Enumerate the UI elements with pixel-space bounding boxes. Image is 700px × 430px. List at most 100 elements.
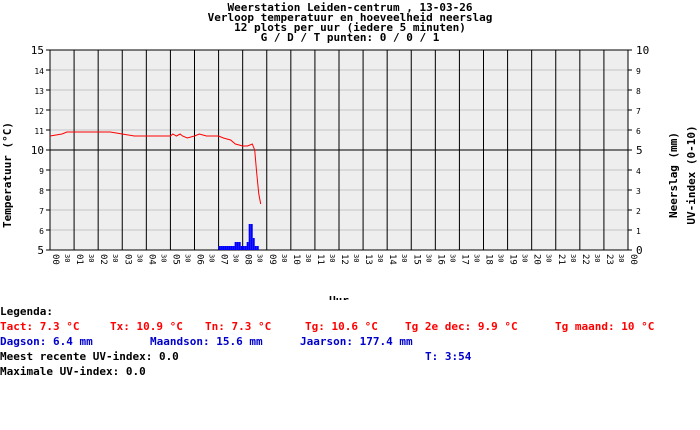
y-tick-label-right: 3 xyxy=(636,187,641,196)
x-tick-label: 23 xyxy=(604,254,614,265)
x-half-tick-label: 30 xyxy=(280,254,288,262)
x-tick-label: 00 xyxy=(50,254,60,265)
x-half-tick-label: 30 xyxy=(472,254,480,262)
rain-bar xyxy=(244,246,247,250)
x-half-tick-label: 30 xyxy=(256,254,264,262)
x-half-tick-label: 30 xyxy=(448,254,456,262)
y-tick-label-left: 8 xyxy=(39,187,44,196)
y-tick-label-left: 14 xyxy=(34,67,44,76)
x-half-tick-label: 30 xyxy=(111,254,119,262)
y-tick-label-right: 5 xyxy=(636,144,643,157)
temperature-line xyxy=(49,131,262,205)
x-tick-label: 17 xyxy=(459,254,469,265)
rain-bar xyxy=(238,242,241,250)
x-half-tick-label: 30 xyxy=(569,254,577,262)
y-tick-label-right: 8 xyxy=(636,87,641,96)
rain-bar xyxy=(220,246,223,250)
x-tick-label: 01 xyxy=(74,254,84,265)
y-tick-label-left: 12 xyxy=(34,107,44,116)
rain-bar xyxy=(248,224,251,250)
y-tick-label-left: 10 xyxy=(31,144,44,157)
rain-bar xyxy=(252,238,255,250)
rain-bar xyxy=(230,246,233,250)
legend-heading: Legenda: xyxy=(0,305,53,318)
x-half-tick-label: 30 xyxy=(545,254,553,262)
y-tick-label-right: 2 xyxy=(636,207,641,216)
x-half-tick-label: 30 xyxy=(376,254,384,262)
x-half-tick-label: 30 xyxy=(183,254,191,262)
x-half-tick-label: 30 xyxy=(135,254,143,262)
x-axis-label: Uur xyxy=(329,294,349,300)
legend-maandsom: Maandson: 15.6 mm xyxy=(150,335,263,348)
x-tick-label: 00 xyxy=(628,254,638,265)
x-half-tick-label: 30 xyxy=(521,254,529,262)
x-tick-label: 04 xyxy=(146,254,156,265)
x-tick-label: 10 xyxy=(291,254,301,265)
x-tick-label: 09 xyxy=(267,254,277,265)
x-tick-label: 19 xyxy=(508,254,518,265)
legend-dagsom: Dagson: 6.4 mm xyxy=(0,335,93,348)
rain-bar xyxy=(256,246,259,250)
rain-bar xyxy=(250,224,253,250)
x-tick-label: 14 xyxy=(387,254,397,265)
y-tick-label-right: 9 xyxy=(636,67,641,76)
legend-tg-2e-dec: Tg 2e dec: 9.9 °C xyxy=(405,320,518,333)
legend-uv-max: Maximale UV-index: 0.0 xyxy=(0,365,146,378)
x-tick-label: 07 xyxy=(219,254,229,265)
x-half-tick-label: 30 xyxy=(400,254,408,262)
y-axis-label-left: Temperatuur (°C) xyxy=(1,122,14,228)
y-axis-label-right-uv: UV-index (0-10) xyxy=(685,125,698,224)
x-tick-label: 13 xyxy=(363,254,373,265)
legend-jaarsom: Jaarson: 177.4 mm xyxy=(300,335,413,348)
y-tick-label-left: 9 xyxy=(39,167,44,176)
legend-tn: Tn: 7.3 °C xyxy=(205,320,272,333)
rain-bar xyxy=(254,246,257,250)
rain-bar xyxy=(240,246,243,250)
chart-title-1: Weerstation Leiden-centrum , 13-03-26 xyxy=(227,1,473,14)
x-half-tick-label: 30 xyxy=(87,254,95,262)
y-tick-label-left: 7 xyxy=(39,207,44,216)
rain-bar xyxy=(236,242,239,250)
rain-bar xyxy=(222,246,225,250)
x-half-tick-label: 30 xyxy=(208,254,216,262)
rain-bar xyxy=(228,246,231,250)
x-tick-label: 11 xyxy=(315,254,325,265)
x-tick-label: 03 xyxy=(122,254,132,265)
x-tick-label: 20 xyxy=(532,254,542,265)
y-tick-label-left: 6 xyxy=(39,227,44,236)
legend-tg-maand: Tg maand: 10 °C xyxy=(555,320,655,333)
x-half-tick-label: 30 xyxy=(497,254,505,262)
x-half-tick-label: 30 xyxy=(424,254,432,262)
y-tick-label-left: 11 xyxy=(34,127,44,136)
x-tick-label: 12 xyxy=(339,254,349,265)
rain-bar xyxy=(218,246,221,250)
y-tick-label-left: 13 xyxy=(34,87,44,96)
x-tick-label: 06 xyxy=(195,254,205,265)
x-half-tick-label: 30 xyxy=(304,254,312,262)
x-tick-label: 08 xyxy=(243,254,253,265)
x-half-tick-label: 30 xyxy=(617,254,625,262)
rain-bar xyxy=(224,246,227,250)
legend-tact: Tact: 7.3 °C xyxy=(0,320,80,333)
x-tick-label: 22 xyxy=(580,254,590,265)
x-half-tick-label: 30 xyxy=(232,254,240,262)
x-tick-label: 15 xyxy=(411,254,421,265)
y-tick-label-left: 15 xyxy=(31,44,44,57)
y-tick-label-left: 5 xyxy=(37,244,44,257)
x-half-tick-label: 30 xyxy=(352,254,360,262)
legend-tx: Tx: 10.9 °C xyxy=(110,320,183,333)
y-tick-label-right: 6 xyxy=(636,127,641,136)
x-tick-label: 05 xyxy=(170,254,180,265)
x-tick-label: 16 xyxy=(435,254,445,265)
x-half-tick-label: 30 xyxy=(63,254,71,262)
rain-bar xyxy=(226,246,229,250)
y-tick-label-right: 1 xyxy=(636,227,641,236)
rain-bar xyxy=(242,246,245,250)
x-half-tick-label: 30 xyxy=(593,254,601,262)
rain-bar xyxy=(234,242,237,250)
x-tick-label: 21 xyxy=(556,254,566,265)
x-half-tick-label: 30 xyxy=(159,254,167,262)
chart-title-2: Verloop temperatuur en hoeveelheid neers… xyxy=(207,11,493,24)
rain-bar xyxy=(232,246,235,250)
